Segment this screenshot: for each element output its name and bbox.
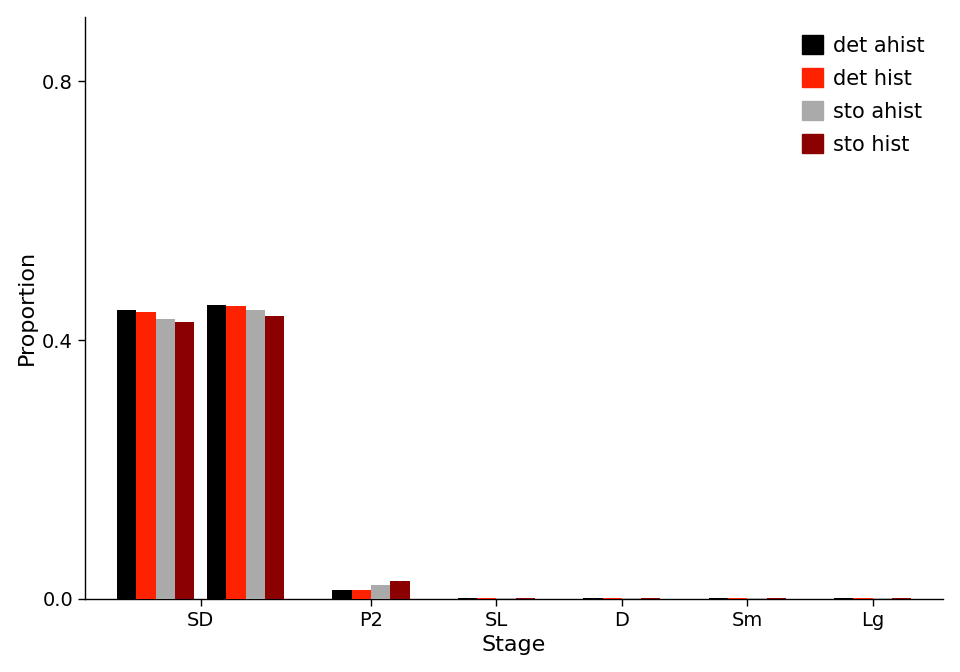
Bar [246,310,265,599]
Bar [603,597,622,599]
Bar [516,597,535,599]
Bar [265,316,284,599]
Bar [156,319,175,599]
Bar [207,304,227,599]
Bar [477,597,496,599]
Bar [372,585,391,599]
Y-axis label: Proportion: Proportion [16,250,36,366]
Bar [391,581,410,599]
Bar [351,590,372,599]
Bar [332,590,351,599]
Bar [641,597,660,599]
Bar [117,310,136,599]
Bar [227,306,246,599]
Bar [175,322,194,599]
Bar [136,312,156,599]
X-axis label: Stage: Stage [482,635,546,655]
Legend: det ahist, det hist, sto ahist, sto hist: det ahist, det hist, sto ahist, sto hist [793,27,933,163]
